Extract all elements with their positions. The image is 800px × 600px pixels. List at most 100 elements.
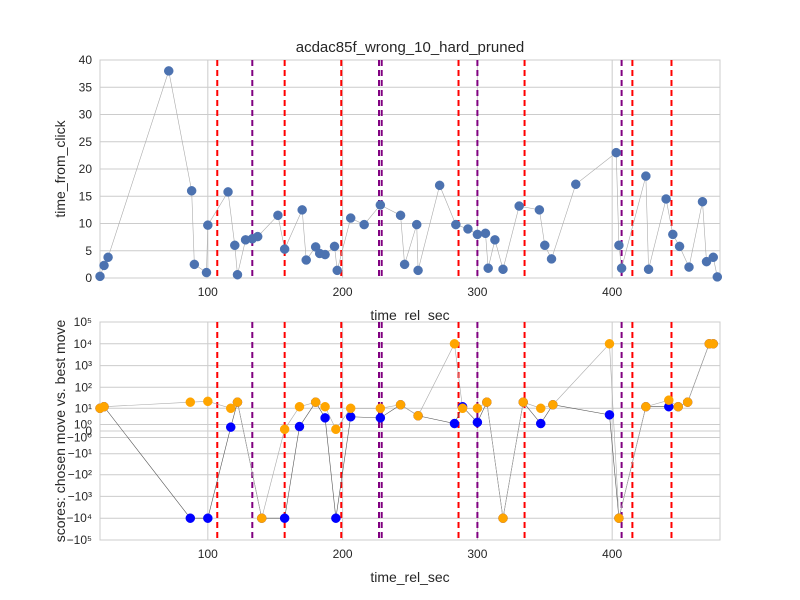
bottom-data-point [232,397,243,407]
bottom-data-point [472,403,483,414]
bottom-y-axis-label: scores: chosen move vs. best move [52,320,68,543]
bottom-data-point [708,339,719,349]
top-gridlines [100,59,720,279]
top-data-point [614,240,624,251]
bottom-data-point [256,513,267,523]
top-x-tick-label: 300 [467,285,487,299]
top-data-point [514,201,524,211]
top-y-tick-label: 15 [79,189,93,203]
bottom-data-point [449,339,460,349]
bottom-x-axis-label: time_rel_sec [370,569,449,585]
top-data-point [279,244,290,254]
top-data-point [329,241,340,252]
bottom-data-point [375,413,386,423]
bottom-y-tick-label: 10³ [75,359,92,373]
bottom-data-point [225,403,236,414]
bottom-y-tick-label: −10³ [68,489,92,503]
top-data-point [697,196,708,207]
top-data-point [643,264,654,275]
bottom-data-point [225,422,236,432]
bottom-data-point [185,397,196,407]
top-data-point [163,66,174,76]
top-data-point [332,265,342,276]
bottom-data-point [331,513,341,523]
bottom-y-tick-label: −10¹ [68,447,92,461]
bottom-data-point [472,417,483,428]
top-data-point [668,229,678,240]
top-series-line [99,70,718,277]
top-data-point [611,147,621,158]
top-data-point [641,171,651,181]
bottom-x-tick-label: 400 [602,547,622,561]
top-x-tick-label: 100 [198,285,218,299]
top-y-tick-label: 25 [79,135,93,149]
bottom-data-point [294,401,305,412]
bottom-data-point [185,513,196,523]
top-x-tick-labels: 100 200 300 400 [198,285,623,299]
top-data-point [701,256,712,267]
top-data-point [252,231,263,242]
bottom-data-point [604,410,615,420]
top-data-point [498,264,508,275]
top-data-point [684,262,694,272]
bottom-y-tick-label: 10¹ [75,401,92,415]
top-data-point [230,240,240,251]
bottom-data-point [294,421,305,432]
bottom-data-point [331,424,341,435]
bottom-data-point [320,413,330,423]
bottom-data-point [375,403,386,414]
bottom-data-point [641,401,651,412]
top-data-point [463,224,473,234]
bottom-data-point [535,403,546,414]
bottom-series-line [99,342,714,519]
bottom-data-point [482,397,492,407]
top-series [95,66,723,282]
bottom-data-point [682,397,693,407]
bottom-data-point [310,397,321,407]
bottom-data-point [413,411,423,421]
top-x-tick-label: 200 [333,285,353,299]
bottom-data-point [518,397,528,407]
top-data-point [99,260,109,271]
top-data-point [712,272,723,282]
top-data-point [273,210,283,221]
bottom-data-point [535,418,546,429]
bottom-y-tick-label: −10⁴ [66,511,92,525]
bottom-data-point [673,401,683,412]
top-data-point [399,259,410,270]
bottom-y-tick-label: 10² [75,380,92,394]
top-y-tick-label: 0 [85,271,92,285]
top-y-tick-label: 35 [79,80,93,94]
top-data-point [359,219,369,230]
top-data-point [472,229,483,240]
bottom-data-point [320,401,330,412]
bottom-x-tick-label: 200 [333,547,353,561]
bottom-x-tick-label: 100 [198,547,218,561]
bottom-y-tick-label: 10⁰ [74,417,92,431]
bottom-data-point [395,400,406,410]
top-data-point [320,249,330,260]
bottom-data-point [457,403,468,414]
top-data-point [103,252,113,263]
top-y-tick-label: 10 [79,217,93,231]
bottom-y-tick-label: −10² [68,468,92,482]
top-data-point [708,252,719,263]
bottom-y-tick-label: 10⁵ [74,315,92,329]
bottom-data-point [548,400,558,410]
top-data-point [301,255,311,265]
top-data-point [413,265,423,276]
top-subplot: 0 5 10 15 20 25 30 35 40 100 200 300 400 acdac85f_w… [52,39,723,323]
bottom-data-point [449,418,460,429]
top-data-point [201,267,212,278]
top-data-point [297,205,307,215]
top-y-axis-label: time_from_click [52,119,68,217]
top-data-point [546,254,557,264]
top-y-tick-label: 20 [79,162,93,176]
top-data-point [189,259,200,270]
top-x-axis-label: time_rel_sec [370,307,449,323]
top-data-point [395,210,406,221]
bottom-data-point [203,396,213,407]
top-data-point [490,235,500,245]
